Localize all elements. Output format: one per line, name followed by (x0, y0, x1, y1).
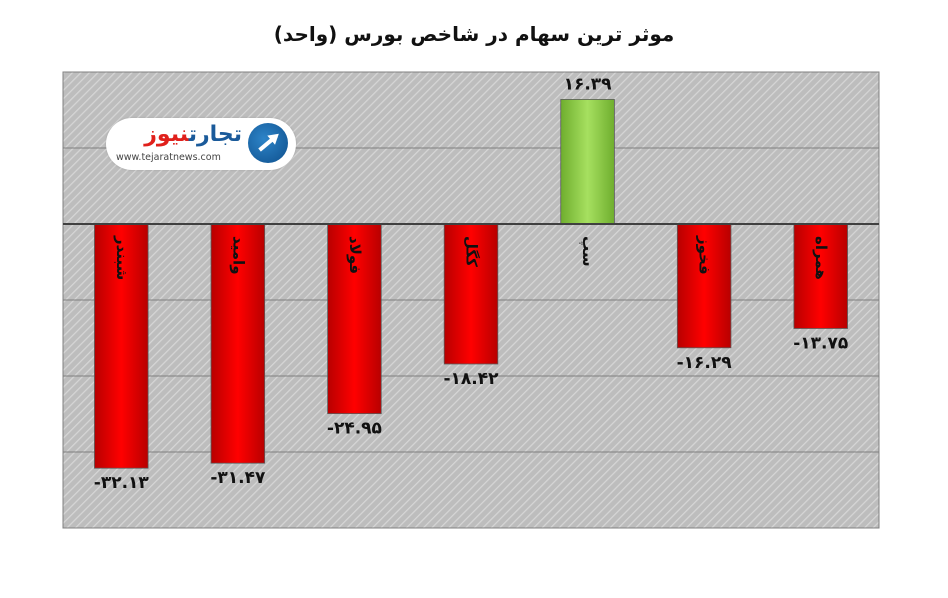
data-label: -۱۳.۷۵ (793, 334, 848, 354)
logo-part1: تجارت (188, 122, 242, 147)
bar-4 (443, 223, 499, 365)
chart-title: موثر ترین سهام در شاخص بورس (واحد) (273, 22, 675, 46)
tejaratnews-logo: تجارتنیوز www.tejaratnews.com (106, 118, 296, 170)
logo-part2: نیوز (144, 122, 189, 147)
category-label: کگل (463, 236, 481, 267)
category-label: فولاد (346, 236, 364, 274)
bar-5 (560, 99, 615, 225)
bar-1 (94, 223, 149, 469)
category-label: همراه (812, 236, 830, 280)
category-label: فخوز (696, 235, 714, 275)
bar-7 (793, 223, 848, 329)
data-label: -۳۱.۴۷ (210, 468, 266, 488)
logo-url: www.tejaratnews.com (116, 152, 221, 163)
data-label: -۱۸.۴۲ (443, 369, 499, 389)
logo-wordmark: تجارتنیوز (144, 122, 242, 147)
data-label: -۳۲.۱۳ (94, 473, 150, 493)
bar-3 (327, 223, 382, 415)
data-label: ۱۶.۳۹ (564, 74, 613, 94)
category-label: وامید (229, 236, 247, 275)
data-label: -۲۴.۹۵ (327, 419, 382, 439)
bar-6 (676, 223, 732, 349)
data-label: -۱۶.۲۹ (677, 353, 733, 373)
category-label: شبندر (113, 235, 131, 280)
bar-2 (210, 223, 266, 464)
logo-mark-icon (248, 123, 288, 163)
category-label: سپ (579, 236, 597, 267)
